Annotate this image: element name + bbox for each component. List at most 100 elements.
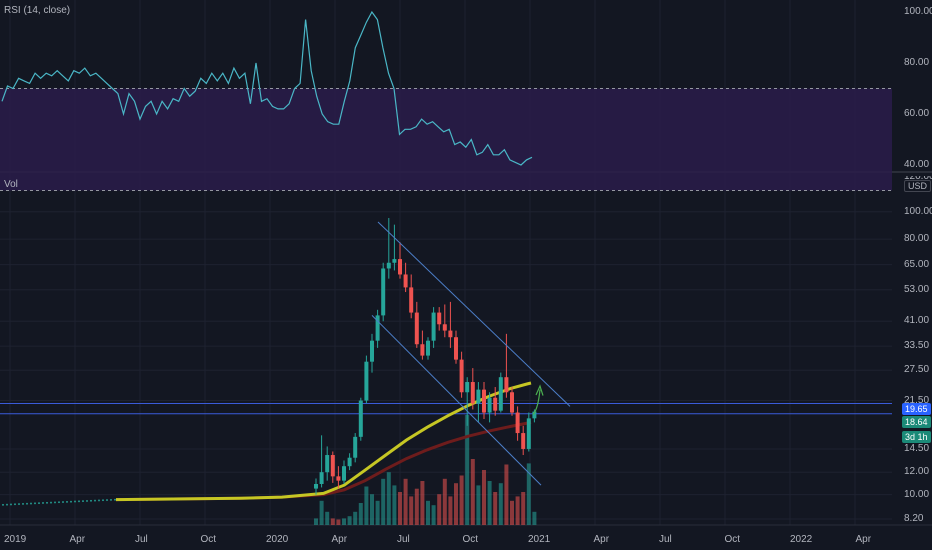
candle-body bbox=[370, 340, 374, 362]
volume-bar bbox=[437, 494, 442, 525]
candle-body bbox=[325, 455, 330, 473]
candle-body bbox=[314, 483, 318, 489]
volume-bar bbox=[398, 492, 402, 525]
price-history-dot bbox=[78, 500, 80, 503]
price-history-dot bbox=[70, 500, 72, 503]
x-tick-label: Apr bbox=[855, 534, 872, 545]
candle-body bbox=[532, 411, 537, 419]
candle-body bbox=[454, 337, 458, 360]
candle-body bbox=[470, 382, 475, 404]
second-price-badge: 18.64 bbox=[902, 416, 931, 428]
price-y-tick-label: 10.00 bbox=[904, 488, 930, 500]
price-history-dot bbox=[22, 503, 24, 505]
price-y-tick-label: 65.00 bbox=[904, 258, 930, 270]
candle-body bbox=[521, 433, 526, 449]
price-y-tick-label: 100.00 bbox=[904, 205, 932, 217]
price-history-dot bbox=[94, 499, 96, 502]
currency-button[interactable]: USD bbox=[904, 180, 932, 192]
candle-body bbox=[487, 397, 492, 413]
volume-bar bbox=[521, 492, 526, 525]
last-price-badge: 19.65 bbox=[902, 403, 931, 415]
x-tick-label: 2022 bbox=[790, 534, 813, 545]
candle-body bbox=[386, 262, 391, 269]
price-history-dot bbox=[98, 499, 100, 502]
volume-bar bbox=[515, 496, 520, 525]
price-y-tick-label: 21.50 bbox=[904, 394, 930, 406]
rsi-line bbox=[1, 10, 533, 166]
candle-body bbox=[342, 466, 346, 481]
price-y-tick-label: 33.50 bbox=[904, 340, 930, 352]
price-history-dot bbox=[114, 498, 116, 501]
volume-bar bbox=[381, 478, 386, 525]
price-history-dot bbox=[66, 501, 68, 503]
timer-badge: 3d 1h bbox=[902, 431, 931, 443]
volume-bar bbox=[487, 481, 492, 525]
price-history-dot bbox=[18, 503, 20, 505]
volume-bar bbox=[493, 492, 498, 525]
price-history-dot bbox=[106, 499, 108, 501]
x-tick-label: Jul bbox=[659, 534, 672, 545]
candle-body bbox=[364, 361, 369, 401]
channel-lower-line bbox=[371, 315, 542, 486]
volume-bar bbox=[325, 511, 330, 525]
volume-bar bbox=[358, 503, 363, 525]
candle-body bbox=[498, 377, 503, 411]
volume-bar bbox=[504, 464, 509, 525]
price-history-dot bbox=[86, 500, 88, 502]
candle-body bbox=[459, 359, 464, 393]
candle-body bbox=[392, 259, 397, 263]
volume-bar bbox=[386, 472, 391, 525]
fast-moving-average bbox=[115, 381, 532, 502]
price-y-tick-label: 53.00 bbox=[904, 283, 930, 295]
volume-bar bbox=[319, 500, 324, 525]
clipped-axis-label: 120.00 bbox=[904, 171, 932, 182]
candle-body bbox=[431, 312, 436, 341]
price-history-dot bbox=[62, 501, 64, 503]
x-tick-label: 2020 bbox=[266, 534, 289, 545]
volume-bar bbox=[336, 519, 341, 525]
x-tick-label: Apr bbox=[69, 534, 86, 545]
x-tick-label: 2021 bbox=[528, 534, 551, 545]
rsi-title: RSI (14, close) bbox=[4, 5, 71, 16]
volume-bar bbox=[314, 518, 318, 525]
volume-bar bbox=[498, 483, 503, 525]
x-tick-label: Oct bbox=[462, 534, 479, 545]
price-history-dot bbox=[26, 502, 28, 505]
volume-bar bbox=[426, 500, 430, 525]
price-history-dot bbox=[82, 500, 84, 502]
candle-body bbox=[336, 476, 341, 481]
candle-body bbox=[420, 344, 425, 356]
price-history-dot bbox=[74, 500, 76, 503]
candle-body bbox=[414, 312, 419, 345]
price-history-dot bbox=[30, 502, 32, 505]
price-y-tick-label: 27.50 bbox=[904, 364, 930, 376]
candle-body bbox=[442, 324, 447, 331]
price-y-tick-label: 8.20 bbox=[904, 512, 924, 524]
price-y-tick-label: 14.50 bbox=[904, 442, 930, 454]
candle-body bbox=[504, 377, 509, 393]
price-history-dot bbox=[2, 504, 4, 506]
candle-body bbox=[330, 455, 335, 477]
volume-bar bbox=[465, 415, 470, 525]
price-history-dot bbox=[58, 501, 60, 504]
price-history-dot bbox=[38, 502, 40, 504]
x-tick-label: Oct bbox=[724, 534, 741, 545]
x-tick-label: Apr bbox=[331, 534, 348, 545]
candle-body bbox=[437, 312, 442, 325]
volume-bar bbox=[526, 463, 531, 525]
volume-bar bbox=[431, 505, 436, 525]
volume-bar bbox=[470, 459, 475, 525]
candle-body bbox=[515, 412, 520, 434]
volume-bar bbox=[403, 478, 408, 525]
breakout-arrow-head bbox=[535, 384, 544, 396]
price-y-tick-label: 12.00 bbox=[904, 466, 930, 478]
price-history-dot bbox=[10, 503, 12, 506]
price-pane-title: Vol bbox=[4, 179, 18, 190]
volume-bar bbox=[510, 500, 514, 525]
volume-bar bbox=[482, 470, 486, 525]
breakout-arrow bbox=[532, 389, 541, 415]
volume-bar bbox=[370, 494, 374, 525]
candle-body bbox=[526, 418, 531, 449]
price-history-dot bbox=[110, 499, 112, 501]
